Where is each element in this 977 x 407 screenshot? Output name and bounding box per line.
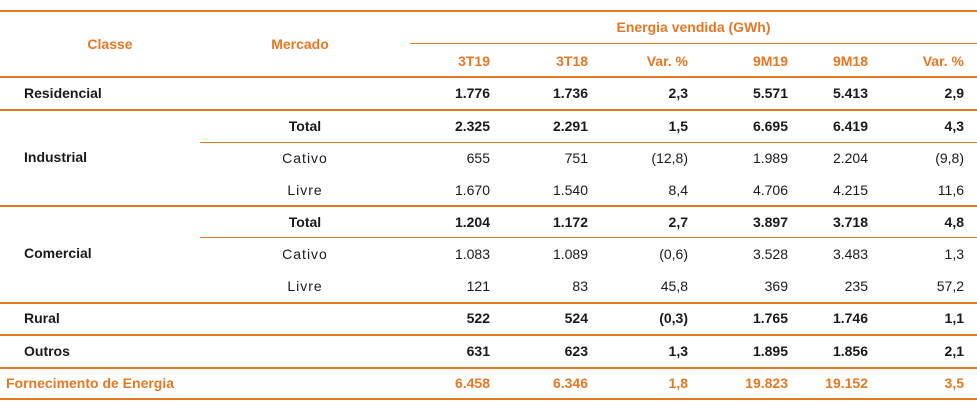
comercial-cativo-9m18: 3.483 <box>832 246 868 262</box>
outros-var-3t: 1,3 <box>668 343 688 359</box>
industrial-livre-9m18: 4.215 <box>832 182 868 198</box>
fornecimento-var-9m: 3,5 <box>944 375 964 391</box>
fornecimento-var-3t: 1,8 <box>668 375 688 391</box>
industrial-cativo-3t18: 751 <box>564 150 588 166</box>
residencial-9m18: 5.413 <box>832 85 868 101</box>
bottom-rule <box>0 398 977 400</box>
residencial-3t18: 1.736 <box>552 85 588 101</box>
industrial-total-3t19: 2.325 <box>454 118 490 134</box>
comercial-cativo-9m19: 3.528 <box>752 246 788 262</box>
header-col-9m18: 9M18 <box>832 53 868 69</box>
comercial-livre-3t19: 121 <box>466 278 490 294</box>
rural-var-3t: (0,3) <box>659 310 688 326</box>
fornecimento-9m18: 19.152 <box>825 375 868 391</box>
comercial-total-3t19: 1.204 <box>454 214 490 230</box>
top-rule <box>0 10 977 12</box>
industrial-livre-9m19: 4.706 <box>752 182 788 198</box>
row-rural-classe: Rural <box>24 310 60 326</box>
rural-3t19: 522 <box>466 310 490 326</box>
comercial-total-3t18: 1.172 <box>552 214 588 230</box>
industrial-livre-mercado: Livre <box>287 182 323 198</box>
outros-rule <box>0 367 977 369</box>
row-outros-classe: Outros <box>24 343 70 359</box>
outros-9m19: 1.895 <box>752 343 788 359</box>
comercial-cativo-mercado: Cativo <box>282 246 328 262</box>
row-fornecimento-classe: Fornecimento de Energia <box>6 375 175 391</box>
header-col-3t19: 3T19 <box>458 53 490 69</box>
comercial-cativo-3t19: 1.083 <box>454 246 490 262</box>
comercial-livre-var-9m: 57,2 <box>936 278 964 294</box>
fornecimento-3t18: 6.346 <box>552 375 588 391</box>
comercial-livre-var-3t: 45,8 <box>660 278 688 294</box>
rural-3t18: 524 <box>564 310 588 326</box>
outros-9m18: 1.856 <box>832 343 868 359</box>
fornecimento-3t19: 6.458 <box>454 375 490 391</box>
comercial-total-mercado: Total <box>288 214 322 230</box>
comercial-livre-mercado: Livre <box>287 278 323 294</box>
industrial-total-9m18: 6.419 <box>832 118 868 134</box>
outros-var-9m: 2,1 <box>944 343 964 359</box>
outros-3t19: 631 <box>466 343 490 359</box>
row-industrial-classe: Industrial <box>24 149 88 165</box>
industrial-livre-3t19: 1.670 <box>454 182 490 198</box>
rural-9m19: 1.765 <box>752 310 788 326</box>
group-rule <box>410 43 977 44</box>
residencial-3t19: 1.776 <box>454 85 490 101</box>
industrial-total-var-9m: 4,3 <box>944 118 964 134</box>
industrial-cativo-mercado: Cativo <box>282 150 328 166</box>
industrial-rule <box>0 205 977 207</box>
row-residencial-classe: Residencial <box>24 85 102 101</box>
rural-var-9m: 1,1 <box>944 310 964 326</box>
industrial-cativo-9m19: 1.989 <box>752 150 788 166</box>
rural-9m18: 1.746 <box>832 310 868 326</box>
comercial-total-var-9m: 4,8 <box>944 214 964 230</box>
industrial-cativo-9m18: 2.204 <box>832 150 868 166</box>
header-col-3t18: 3T18 <box>556 53 588 69</box>
outros-3t18: 623 <box>564 343 588 359</box>
comercial-total-var-3t: 2,7 <box>668 214 688 230</box>
comercial-livre-9m18: 235 <box>844 278 868 294</box>
comercial-cativo-3t18: 1.089 <box>552 246 588 262</box>
industrial-total-mercado: Total <box>288 118 322 134</box>
industrial-total-var-3t: 1,5 <box>668 118 688 134</box>
residencial-var-9m: 2,9 <box>944 85 964 101</box>
comercial-total-rule <box>200 237 977 238</box>
header-col-var-9m: Var. % <box>922 53 964 69</box>
comercial-livre-3t18: 83 <box>572 278 588 294</box>
residencial-9m19: 5.571 <box>752 85 788 101</box>
industrial-total-3t18: 2.291 <box>552 118 588 134</box>
industrial-livre-var-9m: 11,6 <box>937 182 964 198</box>
industrial-cativo-var-3t: (12,8) <box>651 150 688 166</box>
industrial-total-9m19: 6.695 <box>752 118 788 134</box>
header-mercado: Mercado <box>271 36 329 52</box>
header-energia-vendida: Energia vendida (GWh) <box>616 19 771 35</box>
industrial-cativo-var-9m: (9,8) <box>935 150 964 166</box>
header-col-9m19: 9M19 <box>752 53 788 69</box>
industrial-total-rule <box>200 142 977 143</box>
row-comercial-classe: Comercial <box>24 245 92 261</box>
residencial-var-3t: 2,3 <box>668 85 688 101</box>
header-classe: Classe <box>87 36 133 52</box>
residencial-rule <box>0 109 977 111</box>
rural-rule <box>0 334 977 336</box>
comercial-rule <box>0 302 977 304</box>
comercial-cativo-var-3t: (0,6) <box>659 246 688 262</box>
comercial-cativo-var-9m: 1,3 <box>944 246 964 262</box>
industrial-livre-var-3t: 8,4 <box>668 182 688 198</box>
header-bottom-rule <box>0 76 977 78</box>
comercial-total-9m19: 3.897 <box>752 214 788 230</box>
industrial-cativo-3t19: 655 <box>466 150 490 166</box>
fornecimento-9m19: 19.823 <box>745 375 788 391</box>
industrial-livre-3t18: 1.540 <box>552 182 588 198</box>
comercial-total-9m18: 3.718 <box>832 214 868 230</box>
header-col-var-3t: Var. % <box>646 53 688 69</box>
comercial-livre-9m19: 369 <box>764 278 788 294</box>
